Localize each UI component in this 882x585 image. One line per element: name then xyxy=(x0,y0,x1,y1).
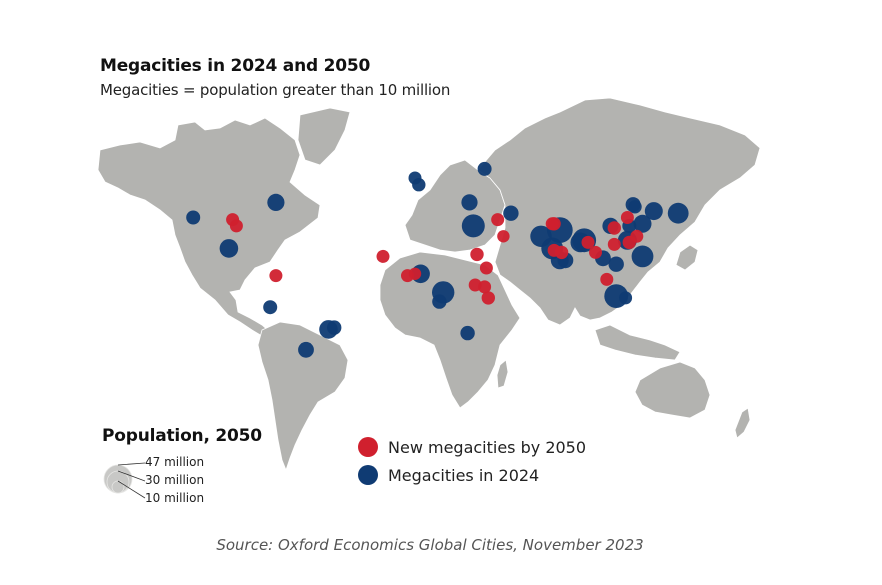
city-bubble-houston xyxy=(229,219,243,233)
land-australia xyxy=(634,361,711,419)
size-legend-label-47m: 47 million xyxy=(145,455,205,469)
city-bubbles xyxy=(186,161,689,358)
city-bubble-zhengzhou xyxy=(620,211,634,224)
city-bubble-chongqing xyxy=(607,221,621,235)
land-masses xyxy=(97,97,761,472)
city-bubble-los-angeles xyxy=(186,210,201,225)
city-bubble-ho-chi-minh-city xyxy=(608,256,624,272)
city-bubble-faisalabad xyxy=(545,217,559,231)
legend-label-2024: Megacities in 2024 xyxy=(388,465,540,485)
city-bubble-tokyo xyxy=(667,202,689,224)
city-bubble-new-york xyxy=(267,193,285,211)
legend-item-2024: Megacities in 2024 xyxy=(358,465,539,485)
legend-label-new-2050: New megacities by 2050 xyxy=(388,437,587,457)
size-legend-leader-10m xyxy=(117,480,146,499)
city-bubble-chittagong xyxy=(581,235,595,249)
land-greenland xyxy=(297,107,351,166)
land-new-zealand xyxy=(734,407,751,439)
city-bubble-tehran xyxy=(503,205,519,221)
city-bubble-moscow xyxy=(477,161,492,176)
city-bubble-seoul xyxy=(644,202,663,221)
city-bubble-addis-ababa xyxy=(479,261,493,275)
size-legend-label-30m: 30 million xyxy=(145,473,205,487)
city-bubble-yangon xyxy=(589,245,602,259)
size-legend-graphic xyxy=(103,462,146,499)
size-legend-leader-47m xyxy=(117,462,146,466)
city-bubble-baghdad xyxy=(491,213,505,227)
legend-dot-red xyxy=(358,437,378,457)
city-bubble-dakar xyxy=(376,249,390,263)
city-bubble-mexico-city xyxy=(219,239,239,258)
size-legend-circle-10m xyxy=(111,480,125,494)
land-indonesia xyxy=(594,324,681,361)
city-bubble-rio-de-janeiro xyxy=(327,320,342,335)
source-note: Source: Oxford Economics Global Cities, … xyxy=(216,536,644,554)
legend-dot-blue xyxy=(358,465,378,485)
city-bubble-london xyxy=(408,171,422,185)
city-bubble-riyadh xyxy=(497,230,510,243)
city-bubble-xiamen xyxy=(630,229,644,243)
land-north-america xyxy=(97,117,321,337)
city-bubble-istanbul xyxy=(461,194,478,211)
city-bubble-shanghai xyxy=(633,214,652,233)
city-bubble-pune xyxy=(547,243,561,257)
land-south-america xyxy=(257,321,349,472)
city-bubble-luanda xyxy=(432,294,447,309)
land-asia xyxy=(477,97,761,326)
city-bubble-surabaya xyxy=(619,291,633,305)
map-subtitle: Megacities = population greater than 10 … xyxy=(100,81,451,99)
city-bubble-nairobi xyxy=(478,280,492,294)
city-bubble-buenos-aires xyxy=(298,341,314,358)
city-bubble-accra xyxy=(408,267,422,280)
size-legend-leader-30m xyxy=(117,470,146,482)
city-bubble-johannesburg xyxy=(460,325,475,341)
land-japan xyxy=(675,244,699,271)
land-madagascar xyxy=(496,359,509,389)
size-legend-label-10m: 10 million xyxy=(145,491,205,505)
city-bubble-bogota xyxy=(269,269,283,283)
city-bubble-kuala-lumpur xyxy=(600,272,614,286)
city-bubble-manila xyxy=(631,245,654,268)
map-title: Megacities in 2024 and 2050 xyxy=(100,56,371,76)
city-bubble-lima xyxy=(263,300,278,315)
legend-item-new-2050: New megacities by 2050 xyxy=(358,437,586,457)
city-bubble-cairo xyxy=(461,214,485,238)
city-bubble-karachi xyxy=(530,225,552,247)
city-bubble-khartoum xyxy=(470,247,484,262)
size-legend-title: Population, 2050 xyxy=(102,426,262,446)
city-bubble-tianjin xyxy=(628,200,642,214)
city-bubble-hanoi xyxy=(607,237,621,251)
city-bubble-dar-es-salaam xyxy=(481,291,495,305)
